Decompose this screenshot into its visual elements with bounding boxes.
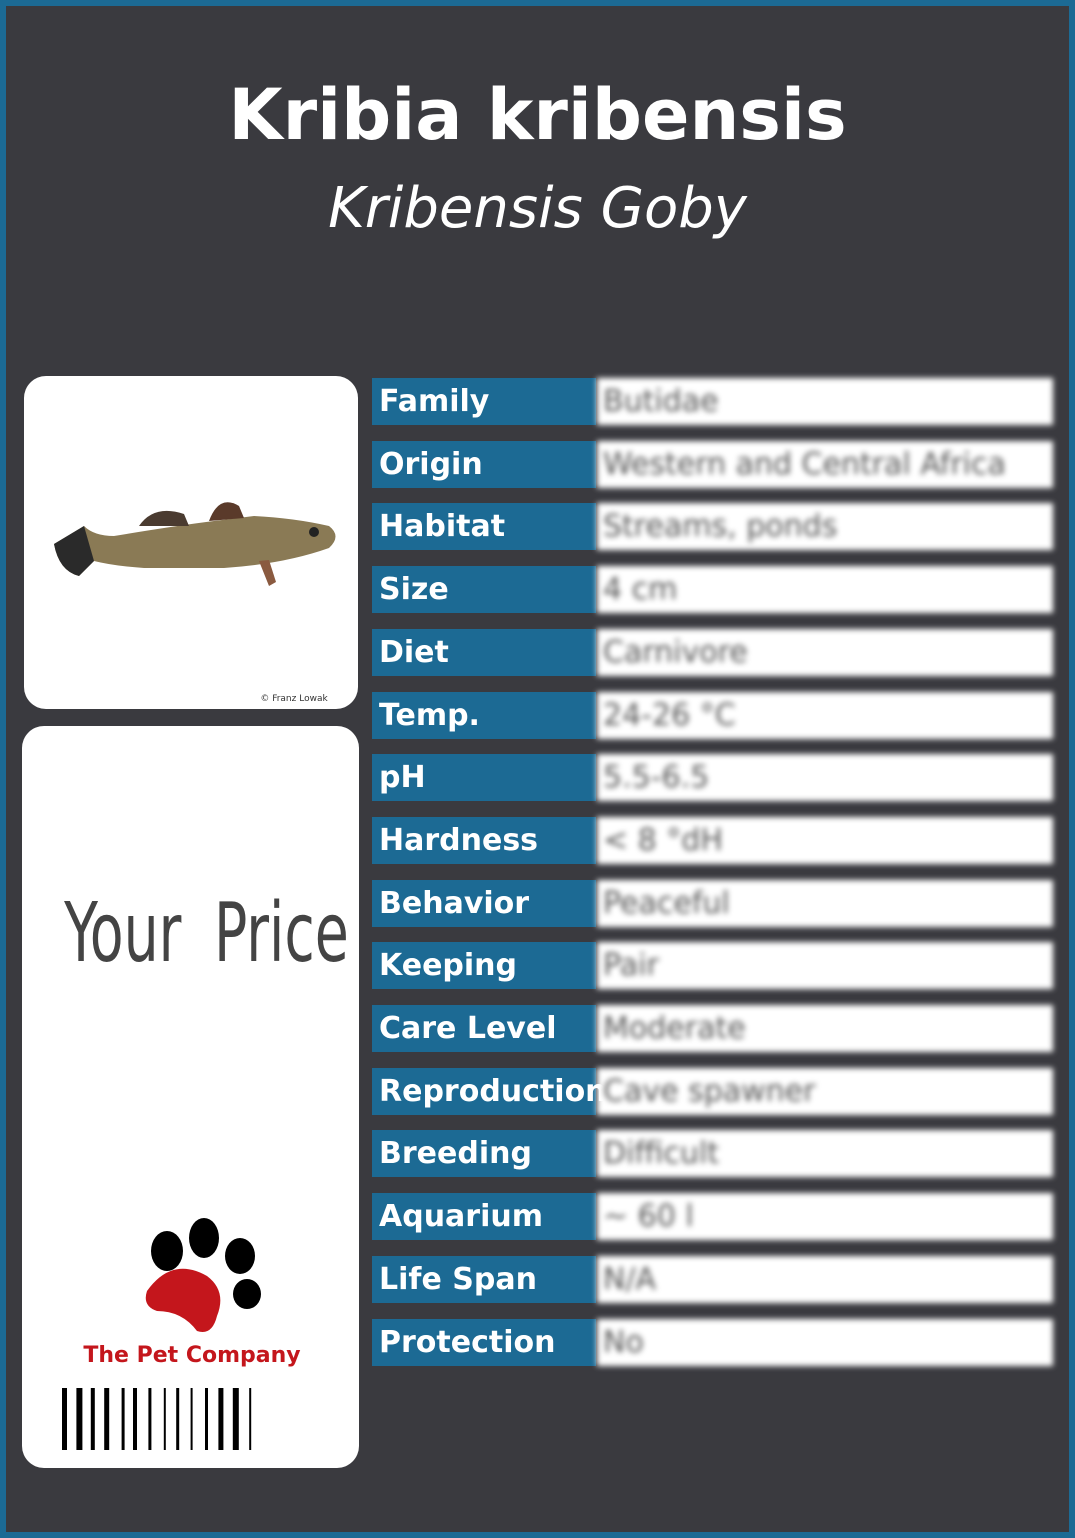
- brand-name: The Pet Company: [83, 1343, 300, 1368]
- row-value: 5.5-6.5: [597, 754, 1053, 802]
- price-label: Your Price: [64, 886, 349, 981]
- barcode-bar: [176, 1388, 180, 1450]
- row-label: Origin: [372, 440, 596, 488]
- row-label: pH: [372, 754, 596, 802]
- row-value: Pair: [597, 942, 1053, 990]
- row-label: Reproduction: [372, 1067, 607, 1115]
- row-label: Care Level: [372, 1005, 596, 1052]
- row-label: Temp.: [372, 691, 596, 739]
- row-value: Moderate: [597, 1005, 1053, 1052]
- row-label: Behavior: [372, 879, 596, 927]
- photo-credit: © Franz Lowak: [260, 694, 328, 704]
- row-value: Butidae: [597, 378, 1053, 425]
- barcode-bar: [190, 1388, 193, 1450]
- barcode-bar: [249, 1388, 252, 1450]
- row-label: Diet: [372, 628, 596, 676]
- row-value: 4 cm: [597, 566, 1053, 614]
- title: Kribia kribensis: [228, 74, 847, 156]
- row-value: Peaceful: [597, 879, 1053, 927]
- fish-photo: © Franz Lowak: [54, 502, 336, 704]
- barcode-bar: [163, 1388, 166, 1450]
- row-label: Keeping: [372, 942, 596, 990]
- row-label: Hardness: [372, 816, 596, 864]
- row-value: Difficult: [597, 1130, 1053, 1178]
- row-value: Cave spawner: [597, 1067, 1053, 1115]
- row-value: < 8 °dH: [597, 816, 1053, 864]
- barcode-bar: [121, 1388, 125, 1450]
- row-value: Carnivore: [597, 628, 1053, 676]
- price-panel: Your Price The Pet Company: [22, 726, 359, 1468]
- barcode-bar: [232, 1388, 239, 1450]
- row-label: Breeding: [372, 1130, 596, 1178]
- barcode-bar: [90, 1388, 95, 1450]
- barcode-bar: [148, 1388, 152, 1450]
- photo-panel: © Franz Lowak: [24, 376, 358, 709]
- row-value: 24-26 °C: [597, 691, 1053, 739]
- barcode-bar: [205, 1388, 208, 1450]
- row-label: Habitat: [372, 503, 596, 551]
- row-label: Size: [372, 566, 596, 614]
- subtitle: Kribensis Goby: [328, 176, 747, 241]
- row-label: Family: [372, 378, 596, 425]
- row-label: Aquarium: [372, 1193, 596, 1241]
- barcode-bar: [62, 1388, 67, 1450]
- row-value: Western and Central Africa: [597, 440, 1053, 488]
- barcode-bar: [133, 1388, 137, 1450]
- row-value: ~ 60 l: [597, 1193, 1053, 1241]
- row-value: Streams, ponds: [597, 503, 1053, 551]
- barcode-bar: [104, 1388, 110, 1450]
- row-label: Protection: [372, 1318, 596, 1366]
- row-value: No: [597, 1318, 1053, 1366]
- logo: The Pet Company: [62, 1218, 301, 1450]
- row-label: Life Span: [372, 1255, 596, 1303]
- row-value: N/A: [597, 1255, 1053, 1303]
- barcode-bar: [76, 1388, 83, 1450]
- barcode-bar: [218, 1388, 224, 1450]
